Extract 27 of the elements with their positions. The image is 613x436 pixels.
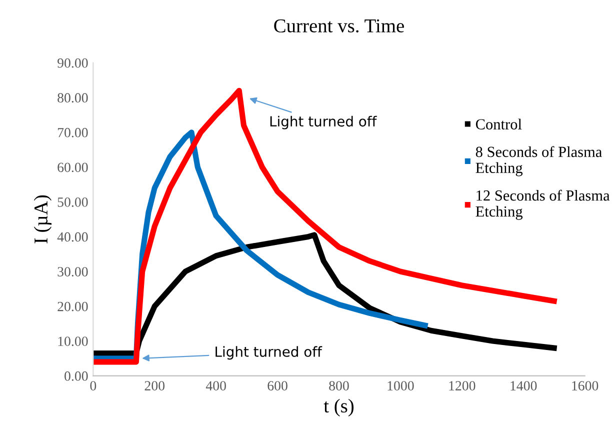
- y-tick-label: 40.00: [57, 232, 88, 242]
- x-tick-label: 800: [329, 381, 349, 390]
- legend-label: 8 Seconds of Plasma Etching: [476, 146, 602, 176]
- y-tick-label: 0.00: [64, 371, 88, 381]
- y-tick-label: 20.00: [58, 302, 88, 312]
- y-tick-label: 90.00: [58, 58, 88, 68]
- x-tick-label: 1400: [510, 381, 537, 390]
- annotation: Light turned off: [216, 346, 322, 360]
- x-tick-label: 1000: [388, 381, 414, 390]
- y-tick-label: 60.00: [58, 162, 88, 172]
- x-tick-label: 1600: [572, 381, 598, 390]
- y-tick-label: 50.00: [58, 198, 88, 207]
- annotation: Light turned off: [270, 116, 377, 130]
- x-tick-label: 0: [90, 381, 96, 390]
- x-tick-label: 400: [206, 381, 226, 390]
- y-axis-title: I (µA): [34, 195, 52, 244]
- chart-title: Current vs. Time: [274, 19, 404, 33]
- legend-label: Control: [476, 118, 522, 130]
- x-tick-label: 1200: [449, 381, 476, 390]
- legend-label: 12 Seconds of Plasma Etching: [476, 190, 610, 220]
- y-tick-label: 30.00: [58, 267, 88, 276]
- x-tick-label: 600: [268, 381, 288, 390]
- y-tick-label: 80.00: [58, 93, 88, 103]
- y-tick-label: 70.00: [58, 128, 88, 138]
- x-axis-title: t (s): [324, 398, 354, 416]
- y-tick-label: 10.00: [58, 336, 88, 346]
- x-tick-label: 200: [144, 381, 165, 390]
